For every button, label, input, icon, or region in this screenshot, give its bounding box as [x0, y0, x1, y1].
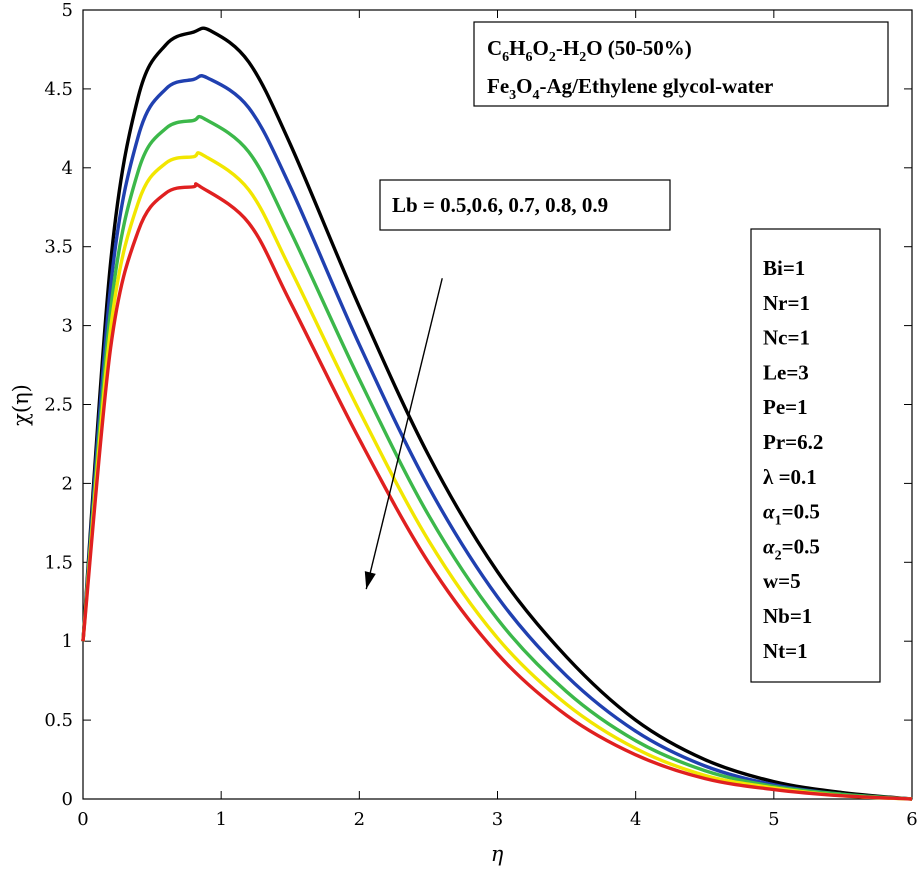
- y-tick-label: 4: [62, 158, 73, 179]
- parameter-item: Pr=6.2: [763, 430, 823, 454]
- y-tick-label: 1.5: [44, 552, 73, 573]
- parameter-list: Bi=1 Nr=1 Nc=1 Le=3 Pe=1 Pr=6.2 λ =0.1 α1=0.5 α2…: [763, 256, 823, 663]
- trend-arrow: [364, 278, 443, 590]
- parameter-item: α2=0.5: [763, 534, 820, 563]
- y-tick-label: 0: [62, 789, 73, 810]
- parameter-item: Nt=1: [763, 639, 808, 663]
- parameter-item: Nr=1: [763, 291, 810, 315]
- series-line-lb-0.8: [81, 151, 913, 801]
- x-axis-title: η: [491, 842, 504, 866]
- x-tick-label: 0: [77, 809, 88, 830]
- x-tick-label: 4: [630, 809, 641, 830]
- x-tick-label: 5: [768, 809, 779, 830]
- parameter-box: Bi=1 Nr=1 Nc=1 Le=3 Pe=1 Pr=6.2 λ =0.1 α1=0.5 α2…: [750, 228, 881, 683]
- parameter-item: α1=0.5: [763, 500, 820, 529]
- x-tick-label: 2: [354, 809, 365, 830]
- y-tick-label: 3: [62, 316, 73, 337]
- fluid-legend-box: C6H6O2-H2O (50-50%) Fe3O4-Ag/Ethylene gl…: [473, 21, 889, 107]
- arrow-head: [364, 571, 376, 590]
- y-tick-label: 3.5: [44, 237, 73, 258]
- parameter-item: λ =0.1: [763, 465, 817, 489]
- series-line-lb-0.7: [81, 114, 913, 801]
- x-tick-label: 1: [215, 809, 226, 830]
- y-tick-label: 0.5: [44, 710, 73, 731]
- y-tick-label: 2.5: [44, 395, 73, 416]
- parameter-item: Le=3: [763, 360, 809, 384]
- series-layer: [81, 26, 913, 801]
- parameter-item: Nb=1: [763, 604, 812, 628]
- series-line-lb-0.9: [81, 182, 913, 801]
- arrow-shaft: [365, 278, 443, 590]
- y-tick-label: 1: [62, 631, 73, 652]
- parameter-item: Bi=1: [763, 256, 805, 280]
- parameter-item: w=5: [763, 569, 801, 593]
- fluid-line-1: C6H6O2-H2O (50-50%): [487, 36, 692, 65]
- lb-annotation-box: Lb = 0.5,0.6, 0.7, 0.8, 0.9: [379, 179, 671, 231]
- parameter-item: Pe=1: [763, 395, 808, 419]
- fluid-line-2: Fe3O4-Ag/Ethylene glycol-water: [487, 74, 773, 103]
- x-axis-ticks: 0 1 2 3 4 5 6: [77, 10, 918, 830]
- y-tick-label: 2: [62, 473, 73, 494]
- lb-label: Lb = 0.5,0.6, 0.7, 0.8, 0.9: [392, 193, 608, 217]
- y-tick-label: 4.5: [44, 79, 73, 100]
- x-tick-label: 3: [492, 809, 503, 830]
- series-line-lb-0.6: [81, 74, 913, 801]
- parameter-item: Nc=1: [763, 326, 810, 350]
- series-line-lb-0.5: [81, 26, 913, 801]
- y-tick-label: 5: [62, 0, 73, 21]
- y-axis-ticks: 0 0.5 1 1.5 2 2.5 3 3.5 4 4.5 5: [44, 0, 912, 810]
- x-tick-label: 6: [906, 809, 917, 830]
- y-axis-title: χ(η): [9, 384, 33, 426]
